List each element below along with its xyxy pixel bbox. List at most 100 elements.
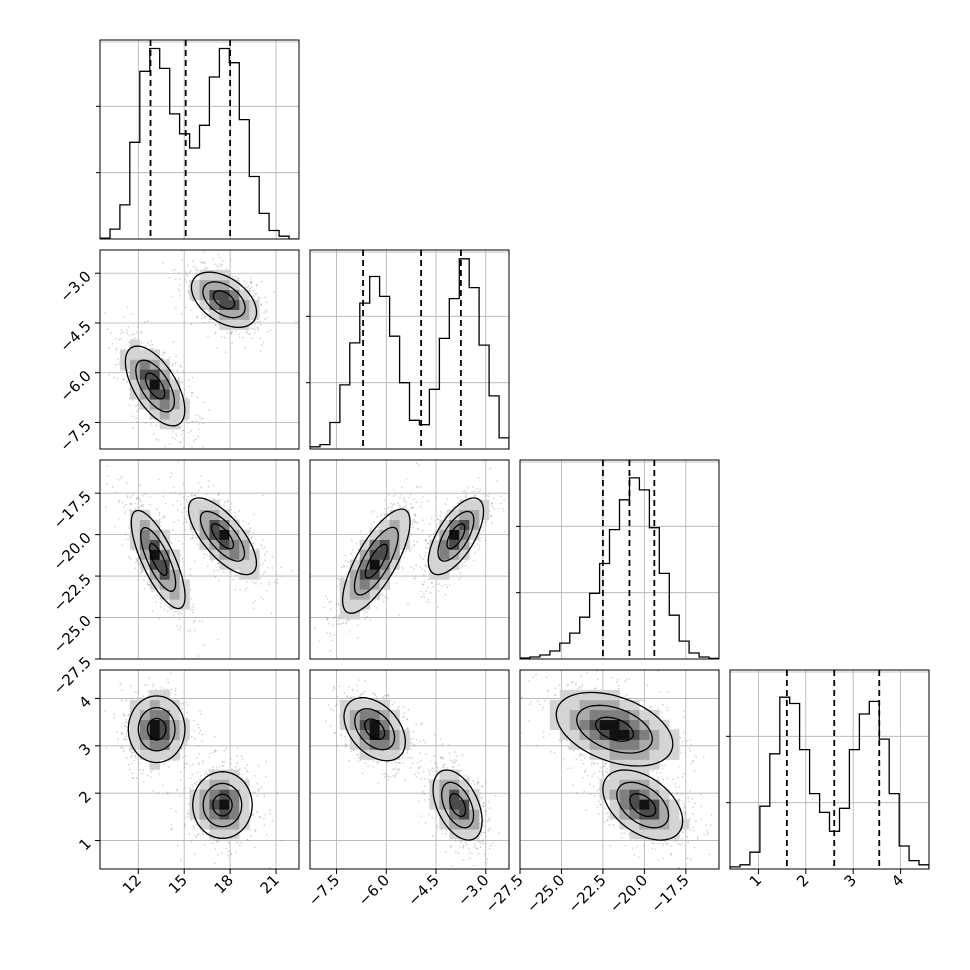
- scatter-point: [238, 333, 240, 336]
- scatter-point: [130, 503, 132, 506]
- scatter-point: [168, 277, 171, 279]
- density-cell: [189, 289, 200, 301]
- scatter-point: [201, 759, 204, 762]
- density-cell: [129, 359, 141, 370]
- scatter-point: [137, 326, 139, 329]
- scatter-point: [190, 430, 193, 432]
- scatter-point: [252, 513, 255, 516]
- density-cell: [199, 529, 210, 540]
- scatter-point: [154, 601, 157, 603]
- density-cell: [449, 549, 460, 560]
- scatter-point: [410, 507, 413, 509]
- scatter-point: [132, 776, 135, 779]
- scatter-point: [126, 496, 129, 499]
- scatter-point: [197, 428, 200, 431]
- scatter-point: [141, 772, 144, 775]
- scatter-point: [245, 282, 248, 285]
- scatter-point: [180, 366, 183, 368]
- scatter-point: [249, 281, 252, 284]
- scatter-point: [195, 414, 198, 417]
- scatter-point: [198, 489, 200, 492]
- scatter-point: [214, 324, 217, 327]
- density-cell: [459, 499, 470, 511]
- density-cell: [369, 559, 380, 570]
- scatter-point: [172, 340, 175, 343]
- scatter-point: [122, 378, 125, 380]
- scatter-point: [131, 697, 134, 700]
- scatter-point: [178, 618, 181, 621]
- scatter-point: [201, 417, 204, 419]
- density-cell: [229, 549, 240, 560]
- scatter-point: [119, 684, 121, 687]
- contour-line: [140, 527, 177, 592]
- scatter-point: [334, 615, 337, 618]
- scatter-point: [155, 424, 158, 427]
- scatter-point: [188, 271, 191, 273]
- density-cell: [249, 309, 260, 320]
- density-cell: [359, 599, 370, 610]
- scatter-point: [126, 332, 129, 334]
- scatter-point: [180, 747, 183, 750]
- scatter-point: [183, 507, 185, 510]
- scatter-point: [249, 321, 252, 324]
- scatter-point: [398, 496, 401, 499]
- scatter-point: [217, 840, 219, 842]
- scatter-point: [474, 490, 476, 492]
- scatter-point: [139, 697, 142, 700]
- scatter-point: [128, 334, 131, 337]
- scatter-point: [214, 332, 217, 334]
- scatter-point: [150, 423, 153, 425]
- scatter-point: [129, 558, 132, 560]
- scatter-point: [482, 529, 484, 532]
- scatter-point: [120, 733, 123, 736]
- scatter-point: [251, 580, 254, 583]
- scatter-point: [246, 330, 249, 333]
- scatter-point: [425, 565, 427, 567]
- scatter-point: [424, 546, 427, 549]
- scatter-point: [376, 515, 379, 518]
- scatter-point: [181, 429, 183, 432]
- scatter-point: [437, 518, 439, 521]
- scatter-point: [182, 446, 185, 448]
- scatter-point: [446, 498, 449, 501]
- scatter-point: [426, 586, 429, 589]
- scatter-point: [493, 508, 496, 511]
- density-cell: [399, 519, 410, 530]
- scatter-point: [478, 545, 481, 548]
- scatter-point: [213, 485, 215, 487]
- scatter-point: [324, 594, 327, 597]
- scatter-point: [195, 269, 198, 271]
- scatter-point: [171, 377, 174, 380]
- scatter-point: [425, 601, 428, 603]
- scatter-point: [240, 288, 243, 291]
- scatter-point: [158, 773, 161, 775]
- scatter-point: [416, 540, 418, 543]
- scatter-point: [503, 530, 506, 533]
- scatter-point: [217, 265, 219, 268]
- scatter-point: [136, 557, 138, 560]
- contour-line: [187, 497, 258, 576]
- scatter-point: [247, 522, 250, 525]
- scatter-point: [189, 588, 192, 591]
- scatter-point: [147, 694, 150, 697]
- scatter-point: [326, 618, 329, 621]
- scatter-point: [413, 518, 415, 521]
- density-cell: [139, 359, 151, 370]
- scatter-point: [167, 606, 170, 608]
- scatter-point: [489, 467, 492, 470]
- scatter-point: [245, 587, 248, 589]
- scatter-point: [341, 576, 343, 579]
- scatter-point: [259, 350, 262, 352]
- scatter-point: [184, 507, 187, 509]
- scatter-point: [385, 513, 388, 516]
- scatter-point: [409, 549, 412, 551]
- scatter-point: [473, 495, 476, 498]
- scatter-point: [373, 521, 376, 524]
- scatter-point: [181, 543, 184, 545]
- scatter-point: [419, 505, 422, 508]
- density-cell: [229, 539, 240, 550]
- scatter-point: [152, 789, 155, 792]
- scatter-point: [113, 716, 116, 719]
- scatter-point: [131, 762, 134, 764]
